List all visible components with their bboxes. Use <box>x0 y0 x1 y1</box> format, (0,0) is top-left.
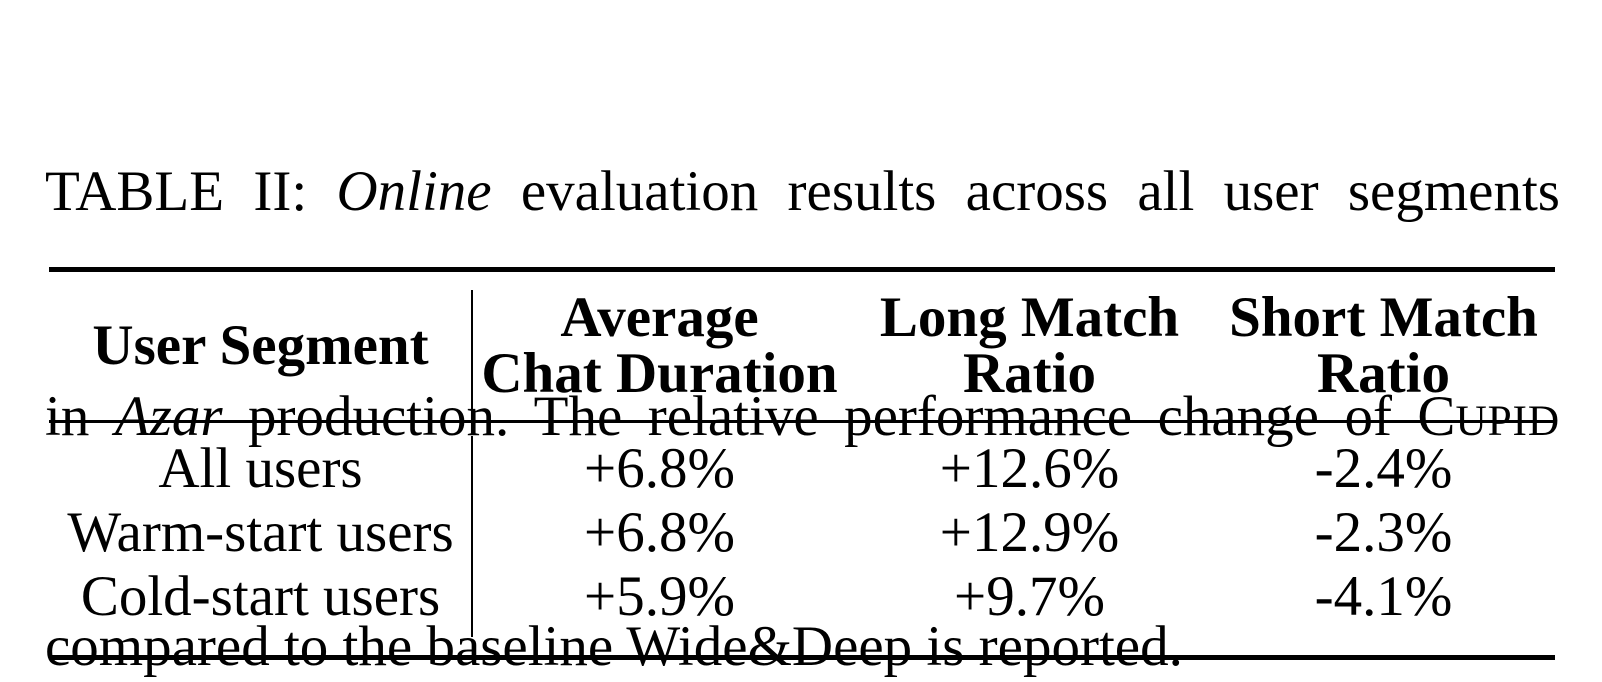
table-header-row: User Segment Average Chat Duration Long M… <box>49 272 1555 420</box>
header-user-segment: User Segment <box>49 317 472 374</box>
table-body: All users +6.8% +12.6% -2.4% Warm-start … <box>49 423 1555 655</box>
header-label: User Segment <box>92 314 429 377</box>
header-label: Average <box>560 286 759 349</box>
value-cell: +12.6% <box>939 437 1120 500</box>
caption-text: in <box>45 385 115 448</box>
table-mid-rule <box>49 420 1555 423</box>
caption-line-3: compared to the baseline Wide&Deep is re… <box>45 609 1560 682</box>
column-divider-body <box>471 436 473 637</box>
table-row: All users +6.8% +12.6% -2.4% <box>49 437 1555 501</box>
caption-smallcaps-cupid-initial: C <box>1417 385 1456 448</box>
header-short-match-ratio: Short Match Ratio <box>1212 286 1555 405</box>
header-long-match-ratio: Long Match Ratio <box>847 286 1212 405</box>
table-row: Cold-start users +5.9% +9.7% -4.1% <box>49 565 1555 629</box>
table-caption: TABLE II: Online evaluation results acro… <box>45 4 1560 682</box>
header-label: Ratio <box>1317 342 1450 405</box>
caption-text: evaluation results across all user segme… <box>491 160 1560 223</box>
header-average-chat-duration: Average Chat Duration <box>472 286 847 405</box>
value-cell: +5.9% <box>584 565 735 628</box>
results-table: User Segment Average Chat Duration Long M… <box>49 267 1555 660</box>
column-divider-header <box>471 290 473 412</box>
caption-line-2: in Azar production. The relative perform… <box>45 379 1560 459</box>
table-row: Warm-start users +6.8% +12.9% -2.3% <box>49 501 1555 565</box>
segment-cell: All users <box>158 437 363 500</box>
segment-cell: Cold-start users <box>80 565 441 628</box>
header-label: Short Match <box>1229 286 1538 349</box>
value-cell: +6.8% <box>584 501 735 564</box>
caption-text: TABLE II: <box>45 160 337 223</box>
caption-italic-azar: Azar <box>114 385 223 448</box>
header-label: Ratio <box>963 342 1096 405</box>
header-label: Chat Duration <box>481 342 838 405</box>
table-bottom-rule <box>49 655 1555 660</box>
value-cell: +9.7% <box>954 565 1105 628</box>
value-cell: +12.9% <box>939 501 1120 564</box>
value-cell: -4.1% <box>1314 565 1453 628</box>
caption-text: production. The relative performance cha… <box>222 385 1418 448</box>
header-label: Long Match <box>879 286 1180 349</box>
caption-italic-online: Online <box>336 160 492 223</box>
value-cell: -2.3% <box>1314 501 1453 564</box>
caption-line-1: TABLE II: Online evaluation results acro… <box>45 154 1560 229</box>
value-cell: -2.4% <box>1314 437 1453 500</box>
table-top-rule <box>49 267 1555 272</box>
value-cell: +6.8% <box>584 437 735 500</box>
caption-text: compared to the baseline Wide&Deep is re… <box>45 615 1183 678</box>
segment-cell: Warm-start users <box>67 501 454 564</box>
